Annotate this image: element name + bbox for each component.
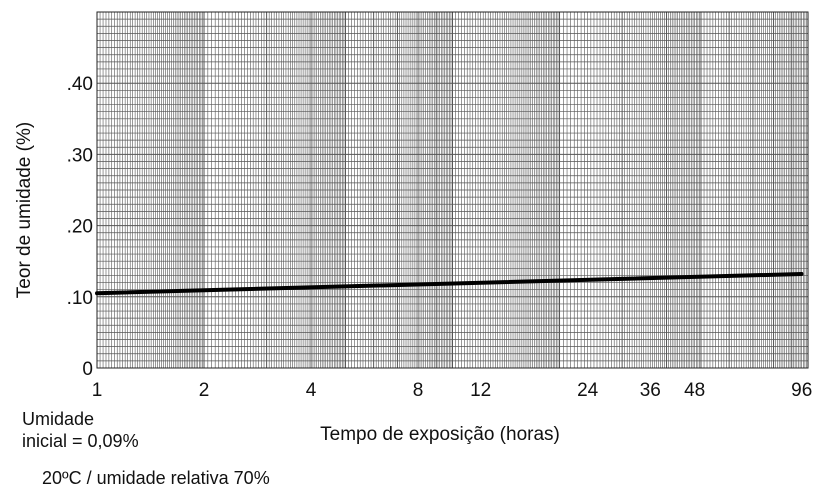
- y-tick-labels: 0 .10 .20 .30 .40: [67, 74, 93, 380]
- x-tick-label: 8: [413, 380, 424, 401]
- x-tick-label: 4: [306, 380, 317, 401]
- y-axis-title: Teor de umidade (%): [14, 122, 35, 298]
- plot-border: [96, 11, 809, 369]
- y-tick-label: 0: [82, 359, 93, 380]
- initial-moisture-line-1: Umidade: [22, 409, 95, 429]
- x-axis-title: Tempo de exposição (horas): [320, 424, 560, 445]
- y-tick-label: .30: [67, 145, 93, 166]
- series-line-0: [95, 272, 804, 296]
- y-tick-label: .40: [67, 74, 93, 95]
- x-tick-label: 1: [92, 380, 103, 401]
- series-layer: [95, 272, 804, 296]
- grid: [96, 11, 809, 369]
- x-tick-label: 2: [199, 380, 210, 401]
- x-tick-label: 12: [470, 380, 491, 401]
- initial-moisture-note: Umidade inicial = 0,09%: [22, 408, 139, 452]
- x-tick-label: 48: [684, 380, 705, 401]
- y-tick-label: .10: [67, 288, 93, 309]
- initial-moisture-line-2: inicial = 0,09%: [22, 431, 139, 451]
- x-tick-label: 36: [640, 380, 661, 401]
- x-tick-label: 96: [791, 380, 812, 401]
- x-tick-label: 24: [577, 380, 599, 401]
- y-tick-label: .20: [67, 217, 93, 238]
- x-tick-labels: 1 2 4 8 12 24 36 48 96: [92, 380, 813, 401]
- conditions-note: 20ºC / umidade relativa 70%: [42, 468, 270, 488]
